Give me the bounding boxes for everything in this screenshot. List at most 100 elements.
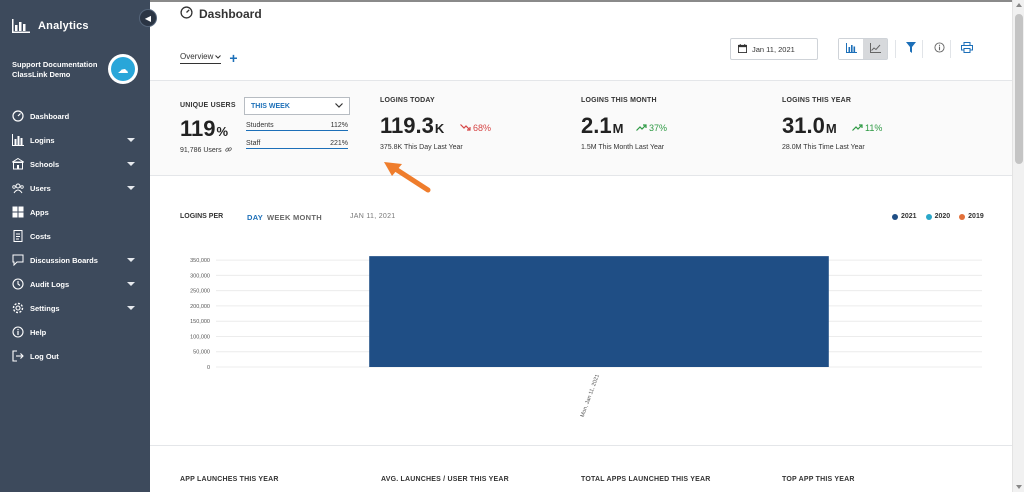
scroll-down-icon xyxy=(1016,485,1022,489)
filter-button[interactable] xyxy=(904,42,918,56)
trend-up-icon xyxy=(636,123,647,133)
legend-label: 2021 xyxy=(901,213,917,220)
date-picker-button[interactable]: Jan 11, 2021 xyxy=(730,38,818,60)
dashboard-tabs: Overview + xyxy=(180,50,238,66)
toolbar-divider xyxy=(950,40,951,58)
brand[interactable]: Analytics xyxy=(12,19,89,33)
legend-item-2019[interactable]: 2019 xyxy=(959,213,984,220)
toolbar-divider xyxy=(922,40,923,58)
sidebar-item-settings[interactable]: Settings xyxy=(0,296,150,320)
period-day-button[interactable]: DAY xyxy=(247,213,264,222)
chevron-left-icon: ◀ xyxy=(144,13,152,23)
info-icon xyxy=(12,326,24,338)
filter-icon xyxy=(906,40,916,58)
sidebar-item-label: Log Out xyxy=(30,351,59,361)
scroll-up-icon xyxy=(1016,3,1022,7)
section-divider xyxy=(150,445,1012,446)
chart-bar-2021 xyxy=(369,256,829,367)
period-month-button[interactable]: MONTH xyxy=(293,213,322,222)
caret-down-icon xyxy=(127,186,135,190)
logins-year-delta: 11% xyxy=(852,123,882,133)
logins-today-delta: 68% xyxy=(460,123,491,133)
line-view-button[interactable] xyxy=(863,39,887,59)
dashboard-icon xyxy=(12,110,24,122)
sidebar-item-apps[interactable]: Apps xyxy=(0,200,150,224)
org-logo: ☁ xyxy=(108,54,138,84)
sidebar-item-audit-logs[interactable]: Audit Logs xyxy=(0,272,150,296)
sidebar-item-dashboard[interactable]: Dashboard xyxy=(0,104,150,128)
chart-title-label: LOGINS PER xyxy=(180,213,224,220)
logins-today-delta-value: 68% xyxy=(473,123,492,133)
logins-chart: 0 50,000 100,000 150,000 200,000 250,000 300,0… xyxy=(190,256,982,418)
staff-label: Staff xyxy=(246,140,261,147)
sidebar-item-label: Dashboard xyxy=(30,111,70,121)
legend-item-2021[interactable]: 2021 xyxy=(892,213,917,220)
page-title: Dashboard xyxy=(180,6,262,22)
sidebar-item-label: Discussion Boards xyxy=(30,255,98,265)
logins-today-unit: K xyxy=(434,121,445,136)
unique-users-count[interactable]: 91,786 Users xyxy=(180,146,232,155)
sidebar-item-users[interactable]: Users xyxy=(0,176,150,200)
bar-view-button[interactable] xyxy=(839,39,863,59)
unique-users-value: 119 % xyxy=(180,116,228,142)
sidebar-item-label: Apps xyxy=(30,207,49,217)
avg-launches-label: AVG. LAUNCHES / USER THIS YEAR xyxy=(381,476,509,483)
total-apps-label: TOTAL APPS LAUNCHED THIS YEAR xyxy=(581,476,711,483)
sidebar-item-help[interactable]: Help xyxy=(0,320,150,344)
caret-down-icon xyxy=(127,258,135,262)
clock-icon xyxy=(12,278,24,290)
logins-today-label: LOGINS TODAY xyxy=(380,97,435,104)
top-strip xyxy=(150,0,1012,2)
line-chart-icon xyxy=(869,40,881,58)
trend-down-icon xyxy=(460,123,471,133)
sidebar-item-logins[interactable]: Logins xyxy=(0,128,150,152)
sidebar-item-schools[interactable]: Schools xyxy=(0,152,150,176)
add-tab-button[interactable]: + xyxy=(229,50,238,66)
main-content: Dashboard Overview + Jan 11, 2021 UNIQUE… xyxy=(150,0,1012,492)
print-button[interactable] xyxy=(960,42,974,56)
logout-icon xyxy=(12,350,24,362)
top-app-label: TOP APP THIS YEAR xyxy=(782,476,855,483)
toolbar-divider xyxy=(895,40,896,58)
logins-year-sub: 28.0M This Time Last Year xyxy=(782,144,865,151)
unique-users-number: 119 xyxy=(180,116,216,141)
sidebar-item-label: Costs xyxy=(30,231,51,241)
staff-row[interactable]: Staff 221% xyxy=(246,140,348,149)
logins-today-number: 119.3 xyxy=(380,113,434,138)
users-icon xyxy=(12,182,24,194)
chart-legend: 2021 2020 2019 xyxy=(892,213,984,220)
y-tick-label: 200,000 xyxy=(190,304,210,310)
y-tick-label: 100,000 xyxy=(190,334,210,340)
period-week-button[interactable]: WEEK xyxy=(267,213,291,222)
page-scrollbar[interactable] xyxy=(1012,0,1024,492)
trend-up-icon xyxy=(852,123,863,133)
apps-grid-icon xyxy=(12,206,24,218)
period-select-value: THIS WEEK xyxy=(251,102,290,110)
collapse-sidebar-button[interactable]: ◀ xyxy=(139,9,157,27)
period-select[interactable]: THIS WEEK xyxy=(244,97,350,115)
caret-down-icon xyxy=(127,162,135,166)
brand-name: Analytics xyxy=(38,20,89,32)
link-icon xyxy=(224,146,232,155)
y-tick-label: 50,000 xyxy=(193,350,210,356)
legend-dot xyxy=(959,213,966,220)
sidebar-item-label: Settings xyxy=(30,303,60,313)
chart-view-toggle xyxy=(838,38,888,60)
page-title-text: Dashboard xyxy=(199,7,262,21)
gear-icon xyxy=(12,302,24,314)
sidebar-item-costs[interactable]: Costs xyxy=(0,224,150,248)
caret-down-icon xyxy=(127,282,135,286)
legend-dot xyxy=(925,213,932,220)
sidebar: Analytics Support Documentation ClassLin… xyxy=(0,0,150,492)
caret-down-icon xyxy=(127,138,135,142)
students-row[interactable]: Students 112% xyxy=(246,122,348,131)
scrollbar-thumb[interactable] xyxy=(1015,14,1023,164)
legend-item-2020[interactable]: 2020 xyxy=(925,213,950,220)
speedometer-icon xyxy=(180,6,193,22)
info-button[interactable] xyxy=(932,42,946,56)
tab-overview[interactable]: Overview xyxy=(180,52,222,64)
print-icon xyxy=(961,40,973,58)
sidebar-item-label: Users xyxy=(30,183,51,193)
sidebar-item-discussion-boards[interactable]: Discussion Boards xyxy=(0,248,150,272)
sidebar-item-log-out[interactable]: Log Out xyxy=(0,344,150,368)
